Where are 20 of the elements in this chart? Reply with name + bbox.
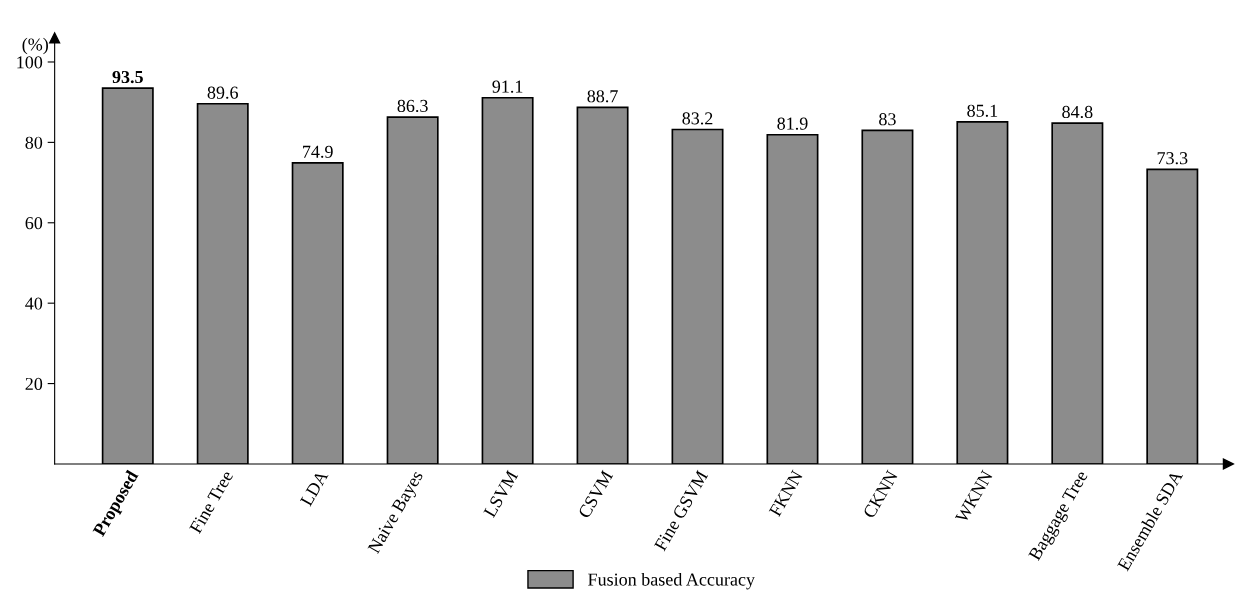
data-label: 73.3 [1157, 152, 1188, 165]
data-label: 81.9 [777, 117, 808, 130]
y-tick-label: 80 [25, 136, 43, 149]
x-tick-label: Fine Tree [189, 469, 234, 535]
data-label: 89.6 [207, 86, 238, 99]
data-label: 93.5 [112, 70, 143, 84]
y-tick-label: 40 [25, 297, 43, 310]
y-tick-label: 20 [25, 377, 43, 391]
data-label: 86.3 [397, 99, 428, 113]
y-tick-label: 60 [25, 217, 43, 230]
y-tick-label: 100 [17, 56, 43, 69]
data-label: 84.8 [1062, 105, 1093, 119]
data-label: 83.2 [682, 112, 713, 125]
data-label: 74.9 [303, 145, 333, 158]
data-label: 88.7 [587, 90, 618, 103]
data-label: 83 [879, 113, 896, 126]
y-axis-title: (%) [22, 37, 48, 55]
legend-label: Fusion based Accuracy [588, 572, 755, 590]
data-label: 85.1 [967, 104, 998, 117]
data-label: 91.1 [492, 80, 523, 93]
